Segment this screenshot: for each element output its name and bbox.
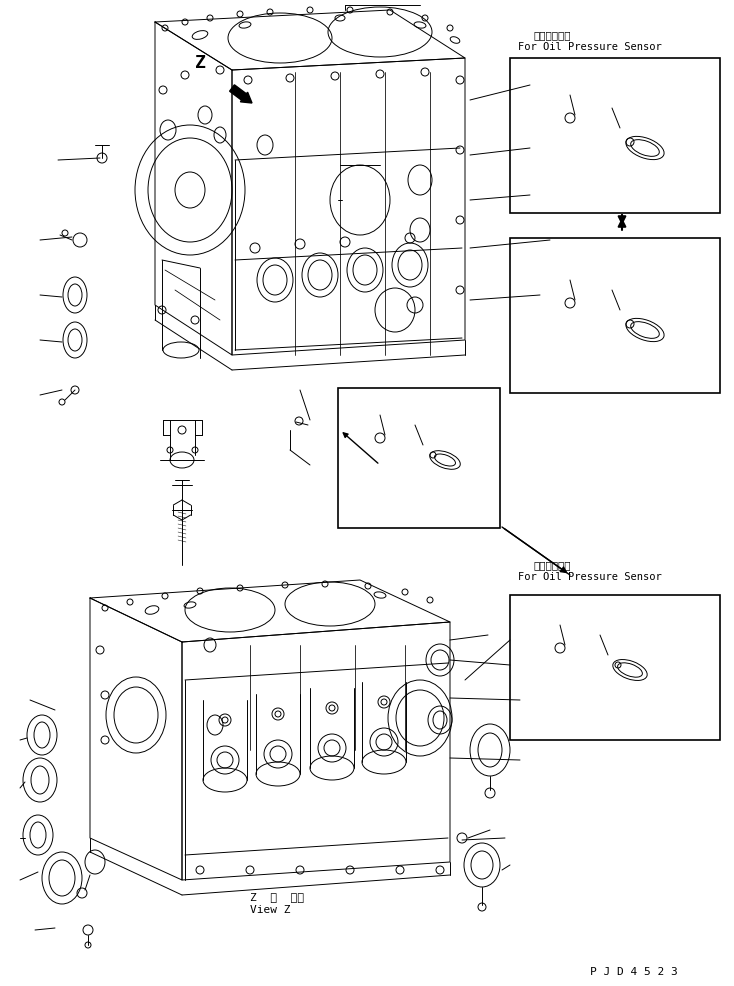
Bar <box>510 58 720 213</box>
Text: For Oil Pressure Sensor: For Oil Pressure Sensor <box>518 572 662 582</box>
Circle shape <box>329 705 335 711</box>
Text: 油圧センサ用: 油圧センサ用 <box>533 30 570 40</box>
Text: Z  視  ．．: Z 視 ．． <box>250 892 304 902</box>
Circle shape <box>222 717 228 723</box>
Bar <box>510 238 720 393</box>
Circle shape <box>275 711 281 717</box>
Bar <box>338 388 500 528</box>
Circle shape <box>381 699 387 705</box>
Text: For Oil Pressure Sensor: For Oil Pressure Sensor <box>518 42 662 52</box>
Text: View Z: View Z <box>250 905 291 915</box>
Bar <box>510 595 720 740</box>
Text: P J D 4 5 2 3: P J D 4 5 2 3 <box>590 967 677 977</box>
Text: 油圧センサ用: 油圧センサ用 <box>533 560 570 570</box>
Text: Z: Z <box>195 54 206 72</box>
FancyArrow shape <box>230 85 252 103</box>
